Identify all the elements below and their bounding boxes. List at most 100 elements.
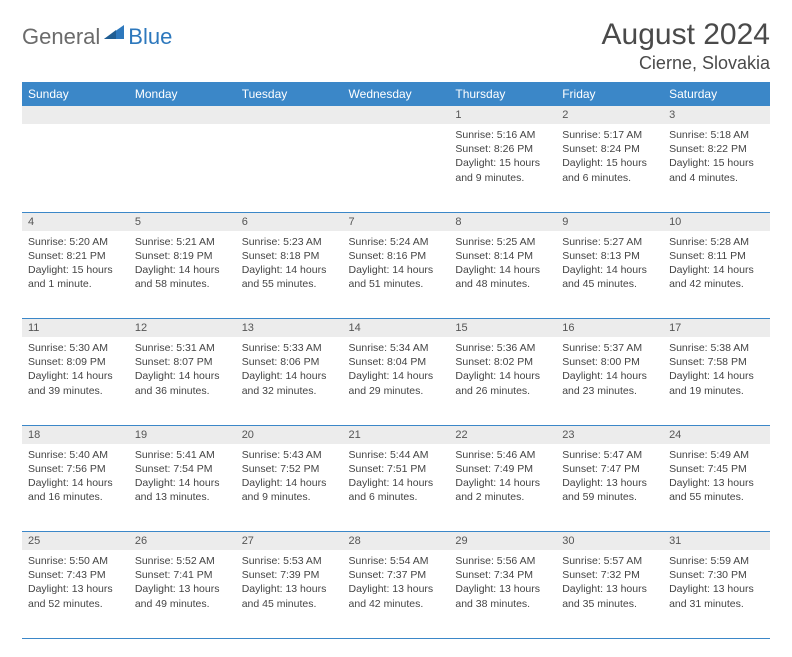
day-number-cell: 24 (663, 425, 770, 444)
day-number-cell: 2 (556, 106, 663, 124)
day-number-cell: 20 (236, 425, 343, 444)
page-header: General Blue August 2024 Cierne, Slovaki… (22, 18, 770, 74)
day-cell: Sunrise: 5:47 AMSunset: 7:47 PMDaylight:… (556, 444, 663, 532)
day-cell: Sunrise: 5:40 AMSunset: 7:56 PMDaylight:… (22, 444, 129, 532)
day-details: Sunrise: 5:56 AMSunset: 7:34 PMDaylight:… (449, 550, 556, 617)
day-number-cell (22, 106, 129, 124)
day-number-row: 11121314151617 (22, 319, 770, 338)
weekday-header: Sunday (22, 82, 129, 106)
day-details: Sunrise: 5:21 AMSunset: 8:19 PMDaylight:… (129, 231, 236, 298)
day-number-cell (236, 106, 343, 124)
weekday-header: Wednesday (343, 82, 450, 106)
day-number-cell: 27 (236, 532, 343, 551)
calendar-table: SundayMondayTuesdayWednesdayThursdayFrid… (22, 82, 770, 639)
day-number-cell: 31 (663, 532, 770, 551)
day-cell: Sunrise: 5:57 AMSunset: 7:32 PMDaylight:… (556, 550, 663, 638)
day-cell: Sunrise: 5:37 AMSunset: 8:00 PMDaylight:… (556, 337, 663, 425)
day-number-row: 123 (22, 106, 770, 124)
day-cell: Sunrise: 5:18 AMSunset: 8:22 PMDaylight:… (663, 124, 770, 212)
logo-text-1: General (22, 24, 100, 50)
day-number-cell: 11 (22, 319, 129, 338)
calendar-body: 123Sunrise: 5:16 AMSunset: 8:26 PMDaylig… (22, 106, 770, 638)
day-details: Sunrise: 5:38 AMSunset: 7:58 PMDaylight:… (663, 337, 770, 404)
day-details: Sunrise: 5:50 AMSunset: 7:43 PMDaylight:… (22, 550, 129, 617)
day-cell (22, 124, 129, 212)
day-content-row: Sunrise: 5:16 AMSunset: 8:26 PMDaylight:… (22, 124, 770, 212)
day-details: Sunrise: 5:59 AMSunset: 7:30 PMDaylight:… (663, 550, 770, 617)
day-details: Sunrise: 5:37 AMSunset: 8:00 PMDaylight:… (556, 337, 663, 404)
day-cell: Sunrise: 5:53 AMSunset: 7:39 PMDaylight:… (236, 550, 343, 638)
day-number-cell: 30 (556, 532, 663, 551)
day-content-row: Sunrise: 5:20 AMSunset: 8:21 PMDaylight:… (22, 231, 770, 319)
day-number-cell: 28 (343, 532, 450, 551)
weekday-header: Friday (556, 82, 663, 106)
day-number-cell: 7 (343, 212, 450, 231)
day-number-cell: 13 (236, 319, 343, 338)
day-content-row: Sunrise: 5:50 AMSunset: 7:43 PMDaylight:… (22, 550, 770, 638)
day-cell: Sunrise: 5:17 AMSunset: 8:24 PMDaylight:… (556, 124, 663, 212)
title-block: August 2024 Cierne, Slovakia (602, 18, 770, 74)
day-cell: Sunrise: 5:30 AMSunset: 8:09 PMDaylight:… (22, 337, 129, 425)
logo-triangle-icon (104, 23, 126, 46)
day-number-cell: 8 (449, 212, 556, 231)
day-details: Sunrise: 5:53 AMSunset: 7:39 PMDaylight:… (236, 550, 343, 617)
day-content-row: Sunrise: 5:30 AMSunset: 8:09 PMDaylight:… (22, 337, 770, 425)
day-content-row: Sunrise: 5:40 AMSunset: 7:56 PMDaylight:… (22, 444, 770, 532)
day-details: Sunrise: 5:52 AMSunset: 7:41 PMDaylight:… (129, 550, 236, 617)
day-cell: Sunrise: 5:16 AMSunset: 8:26 PMDaylight:… (449, 124, 556, 212)
day-number-cell (129, 106, 236, 124)
day-cell: Sunrise: 5:49 AMSunset: 7:45 PMDaylight:… (663, 444, 770, 532)
day-cell: Sunrise: 5:43 AMSunset: 7:52 PMDaylight:… (236, 444, 343, 532)
day-number-cell (343, 106, 450, 124)
logo-text-2: Blue (128, 24, 172, 50)
day-number-cell: 17 (663, 319, 770, 338)
day-cell: Sunrise: 5:33 AMSunset: 8:06 PMDaylight:… (236, 337, 343, 425)
day-number-cell: 5 (129, 212, 236, 231)
day-number-cell: 15 (449, 319, 556, 338)
calendar-page: General Blue August 2024 Cierne, Slovaki… (0, 0, 792, 657)
day-details: Sunrise: 5:46 AMSunset: 7:49 PMDaylight:… (449, 444, 556, 511)
day-cell: Sunrise: 5:38 AMSunset: 7:58 PMDaylight:… (663, 337, 770, 425)
day-cell: Sunrise: 5:27 AMSunset: 8:13 PMDaylight:… (556, 231, 663, 319)
day-cell: Sunrise: 5:20 AMSunset: 8:21 PMDaylight:… (22, 231, 129, 319)
weekday-header: Monday (129, 82, 236, 106)
day-number-cell: 9 (556, 212, 663, 231)
day-cell: Sunrise: 5:41 AMSunset: 7:54 PMDaylight:… (129, 444, 236, 532)
day-details: Sunrise: 5:30 AMSunset: 8:09 PMDaylight:… (22, 337, 129, 404)
weekday-header: Thursday (449, 82, 556, 106)
day-details: Sunrise: 5:28 AMSunset: 8:11 PMDaylight:… (663, 231, 770, 298)
day-number-cell: 16 (556, 319, 663, 338)
logo: General Blue (22, 24, 172, 50)
day-details: Sunrise: 5:34 AMSunset: 8:04 PMDaylight:… (343, 337, 450, 404)
day-details: Sunrise: 5:23 AMSunset: 8:18 PMDaylight:… (236, 231, 343, 298)
weekday-header: Tuesday (236, 82, 343, 106)
day-cell: Sunrise: 5:46 AMSunset: 7:49 PMDaylight:… (449, 444, 556, 532)
day-details: Sunrise: 5:18 AMSunset: 8:22 PMDaylight:… (663, 124, 770, 191)
calendar-head: SundayMondayTuesdayWednesdayThursdayFrid… (22, 82, 770, 106)
day-number-cell: 25 (22, 532, 129, 551)
day-details: Sunrise: 5:41 AMSunset: 7:54 PMDaylight:… (129, 444, 236, 511)
day-number-cell: 23 (556, 425, 663, 444)
day-details: Sunrise: 5:57 AMSunset: 7:32 PMDaylight:… (556, 550, 663, 617)
day-cell: Sunrise: 5:23 AMSunset: 8:18 PMDaylight:… (236, 231, 343, 319)
day-number-row: 18192021222324 (22, 425, 770, 444)
day-number-cell: 6 (236, 212, 343, 231)
day-number-cell: 4 (22, 212, 129, 231)
day-details: Sunrise: 5:36 AMSunset: 8:02 PMDaylight:… (449, 337, 556, 404)
day-details: Sunrise: 5:31 AMSunset: 8:07 PMDaylight:… (129, 337, 236, 404)
day-details: Sunrise: 5:49 AMSunset: 7:45 PMDaylight:… (663, 444, 770, 511)
day-cell: Sunrise: 5:56 AMSunset: 7:34 PMDaylight:… (449, 550, 556, 638)
day-details: Sunrise: 5:25 AMSunset: 8:14 PMDaylight:… (449, 231, 556, 298)
day-details: Sunrise: 5:24 AMSunset: 8:16 PMDaylight:… (343, 231, 450, 298)
day-cell: Sunrise: 5:25 AMSunset: 8:14 PMDaylight:… (449, 231, 556, 319)
day-details: Sunrise: 5:40 AMSunset: 7:56 PMDaylight:… (22, 444, 129, 511)
day-number-cell: 3 (663, 106, 770, 124)
day-number-cell: 21 (343, 425, 450, 444)
day-number-cell: 12 (129, 319, 236, 338)
day-cell (343, 124, 450, 212)
day-cell: Sunrise: 5:31 AMSunset: 8:07 PMDaylight:… (129, 337, 236, 425)
day-cell: Sunrise: 5:54 AMSunset: 7:37 PMDaylight:… (343, 550, 450, 638)
day-cell: Sunrise: 5:50 AMSunset: 7:43 PMDaylight:… (22, 550, 129, 638)
day-details: Sunrise: 5:17 AMSunset: 8:24 PMDaylight:… (556, 124, 663, 191)
day-details: Sunrise: 5:47 AMSunset: 7:47 PMDaylight:… (556, 444, 663, 511)
